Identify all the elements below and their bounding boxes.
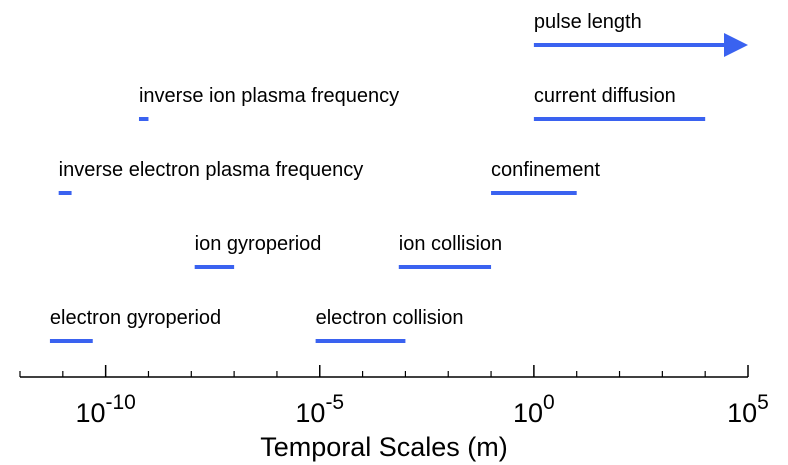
tick-base: 10 bbox=[513, 398, 543, 428]
range-label: ion collision bbox=[399, 233, 502, 255]
range-label: inverse ion plasma frequency bbox=[139, 85, 399, 107]
tick-base: 10 bbox=[727, 398, 757, 428]
range-label: electron gyroperiod bbox=[50, 307, 221, 329]
x-tick-label: 10-10 bbox=[75, 391, 135, 428]
tick-exponent: 0 bbox=[543, 391, 555, 414]
range-label: confinement bbox=[491, 159, 600, 181]
tick-exponent: -10 bbox=[105, 391, 135, 414]
tick-exponent: -5 bbox=[325, 391, 344, 414]
range-arrow bbox=[533, 33, 748, 57]
range-label: electron collision bbox=[316, 307, 464, 329]
range-label: inverse electron plasma frequency bbox=[59, 159, 364, 181]
x-axis-label: Temporal Scales (m) bbox=[260, 432, 508, 462]
range-label: pulse length bbox=[534, 11, 642, 33]
x-tick-label: 105 bbox=[727, 391, 769, 428]
tick-exponent: 5 bbox=[757, 391, 769, 414]
range-label: ion gyroperiod bbox=[195, 233, 322, 255]
range-bar bbox=[194, 265, 235, 269]
range-bar bbox=[533, 117, 706, 121]
range-label: current diffusion bbox=[534, 85, 676, 107]
x-tick-label: 100 bbox=[513, 391, 555, 428]
tick-base: 10 bbox=[75, 398, 105, 428]
range-bar bbox=[398, 265, 492, 269]
range-bar bbox=[138, 117, 149, 121]
range-bar bbox=[49, 339, 93, 343]
x-tick-label: 10-5 bbox=[295, 391, 344, 428]
range-bar bbox=[58, 191, 72, 195]
range-bar bbox=[491, 191, 577, 195]
range-bar bbox=[315, 339, 406, 343]
tick-base: 10 bbox=[295, 398, 325, 428]
